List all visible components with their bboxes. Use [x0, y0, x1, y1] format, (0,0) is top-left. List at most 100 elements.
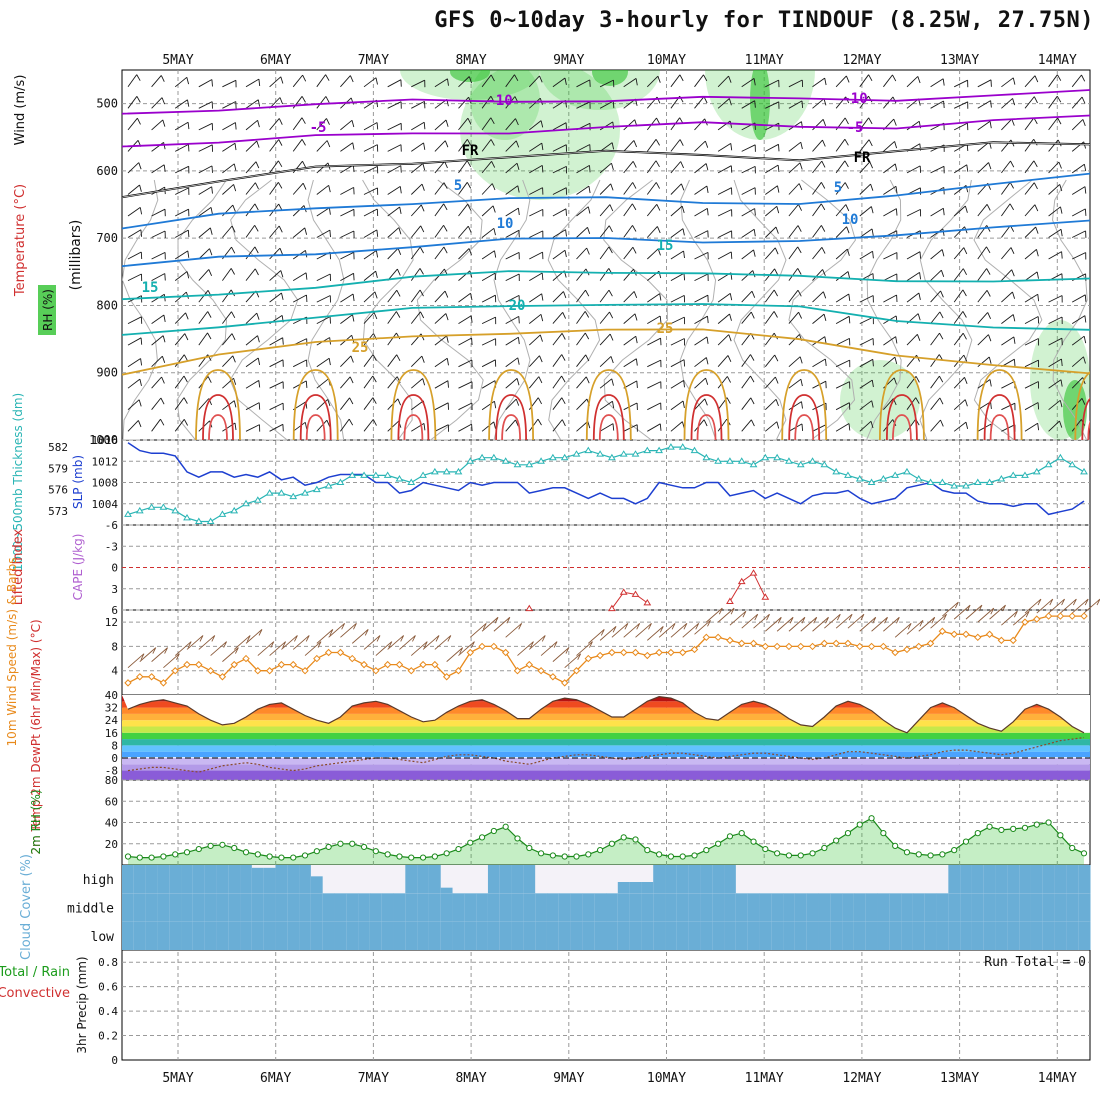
wind-barb [316, 184, 331, 195]
wind-barb-10m [186, 635, 204, 650]
wind-barb-10m [658, 622, 676, 638]
wind-barb [930, 290, 944, 303]
wind-barb [812, 160, 826, 174]
thickness-marker [678, 443, 687, 450]
wind-barb [151, 314, 166, 324]
cloud-cell-bg [464, 865, 477, 894]
wind-barb [1071, 315, 1087, 324]
wind-speed-marker [726, 636, 734, 645]
wind-barb [529, 313, 544, 324]
wind-barb [411, 163, 426, 174]
wind-barb [576, 165, 591, 174]
thickness-marker [1044, 460, 1053, 468]
cloud-cell [676, 865, 690, 894]
wind-barb [1024, 160, 1038, 174]
wind-barb [481, 139, 495, 152]
cloud-cell [877, 893, 890, 922]
wind-barb [528, 334, 543, 346]
thickness-marker [324, 482, 333, 489]
wind-barb [765, 205, 780, 217]
rh-marker [809, 850, 816, 857]
wind-barb [599, 121, 615, 131]
thickness-marker [301, 489, 309, 496]
x-tick-label-top: 14MAY [1038, 53, 1077, 68]
wind-barb [127, 273, 143, 282]
wind-barb [670, 338, 686, 346]
wind-barb [576, 226, 591, 238]
x-tick-label-top: 12MAY [842, 53, 881, 68]
wind-speed-marker [183, 660, 191, 669]
wind-barb [835, 226, 850, 238]
cloud-cell [145, 921, 158, 950]
rh-marker [349, 840, 356, 847]
wind-barb [481, 183, 496, 195]
wind-barb [835, 204, 850, 217]
wind-barb [410, 246, 424, 260]
wind-barb-10m [340, 622, 357, 638]
cloud-cell [369, 921, 383, 950]
wind-barb [883, 141, 898, 152]
cloud-cell [204, 865, 217, 894]
wind-barb [977, 100, 992, 109]
wind-barb [363, 291, 378, 303]
cloud-cell [1030, 865, 1044, 894]
pressure-tick-label: 600 [96, 164, 118, 178]
wind-barb [198, 165, 213, 174]
wind-barb [1048, 251, 1063, 260]
wind-barb [245, 402, 261, 411]
wind-barb [340, 251, 355, 260]
wind-barb-10m [399, 635, 416, 650]
wind-barb [245, 268, 259, 281]
wind-barb [812, 139, 826, 152]
wind-barb [1071, 119, 1086, 131]
wind-speed-marker [442, 673, 451, 681]
wind-barb [1024, 402, 1040, 411]
rh-marker [537, 850, 545, 857]
wind-barb [174, 144, 190, 152]
wind-barb-10m [245, 629, 263, 644]
rh-marker [927, 852, 934, 859]
wind-barb [552, 77, 567, 88]
wind-speed-marker [383, 660, 392, 669]
surface-heat-contour [305, 414, 326, 440]
wind-barb [411, 101, 426, 109]
rh-contour-line [493, 179, 531, 440]
contour-label: 10 [842, 212, 859, 228]
wind-barb [340, 418, 354, 432]
wind-barb [127, 229, 143, 238]
wind-barb [694, 315, 709, 324]
thickness-marker [655, 446, 663, 454]
wind-barb [930, 332, 944, 346]
wind-speed-marker [1021, 618, 1029, 626]
wind-barb [623, 140, 638, 152]
cloud-cell [853, 893, 867, 922]
rh-marker [738, 830, 745, 837]
wind-barb [245, 140, 260, 152]
thickness-marker [124, 510, 132, 517]
thickness-marker [383, 471, 392, 478]
rh-contour-line [865, 179, 902, 440]
thickness-marker [572, 450, 581, 457]
wind-barb [1001, 291, 1016, 303]
wind-barb [930, 397, 944, 410]
wind-barb-10m [599, 626, 617, 641]
cloud-cell [334, 893, 347, 922]
wind-barb [741, 144, 756, 152]
cloud-cell [440, 893, 454, 922]
wind-speed-marker [879, 642, 888, 651]
thickness-marker [466, 457, 475, 464]
wind-barb [859, 139, 873, 152]
wind-barb-10m [977, 607, 995, 623]
wind-barb [953, 289, 967, 303]
wind-barb [458, 182, 472, 195]
wind-barb [387, 206, 402, 217]
wind-barb [883, 356, 898, 368]
wind-barb [505, 419, 519, 432]
cloud-cell [417, 893, 430, 922]
cloud-cell [971, 921, 985, 950]
wind-barb [859, 295, 874, 303]
wind-barb [198, 144, 213, 152]
cloud-cell [759, 893, 772, 922]
wind-barb [316, 419, 331, 432]
wind-barb [316, 118, 330, 131]
